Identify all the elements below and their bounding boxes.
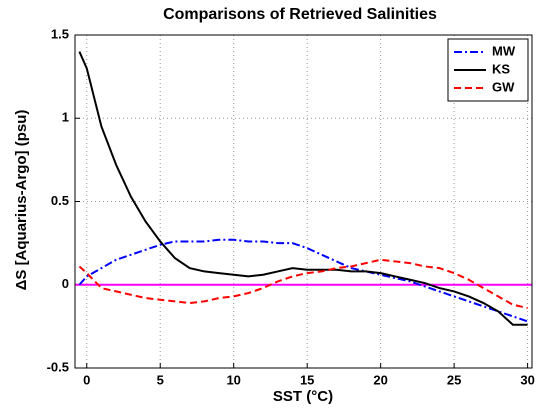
x-tick-label: 10 xyxy=(226,372,240,387)
legend-label: GW xyxy=(492,79,515,94)
x-tick-label: 20 xyxy=(373,372,387,387)
x-tick-label: 15 xyxy=(300,372,314,387)
chart-title: Comparisons of Retrieved Salinities xyxy=(163,6,437,23)
x-axis-label: SST (°C) xyxy=(273,388,333,405)
legend-label: MW xyxy=(492,43,516,58)
y-tick-label: -0.5 xyxy=(47,359,69,374)
x-tick-label: 5 xyxy=(157,372,164,387)
x-tick-label: 25 xyxy=(447,372,461,387)
y-tick-label: 0.5 xyxy=(51,193,69,208)
y-axis-label: ΔS [Aquarius-Argo] (psu) xyxy=(13,110,30,291)
y-tick-label: 1.5 xyxy=(51,26,69,41)
x-tick-label: 30 xyxy=(520,372,534,387)
series-line xyxy=(78,258,528,310)
y-tick-label: 0 xyxy=(62,276,69,291)
series-line xyxy=(78,51,528,326)
plot-frame xyxy=(74,34,533,369)
y-tick-label: 1 xyxy=(62,110,69,125)
legend-label: KS xyxy=(492,61,510,76)
x-tick-label: 0 xyxy=(83,372,90,387)
